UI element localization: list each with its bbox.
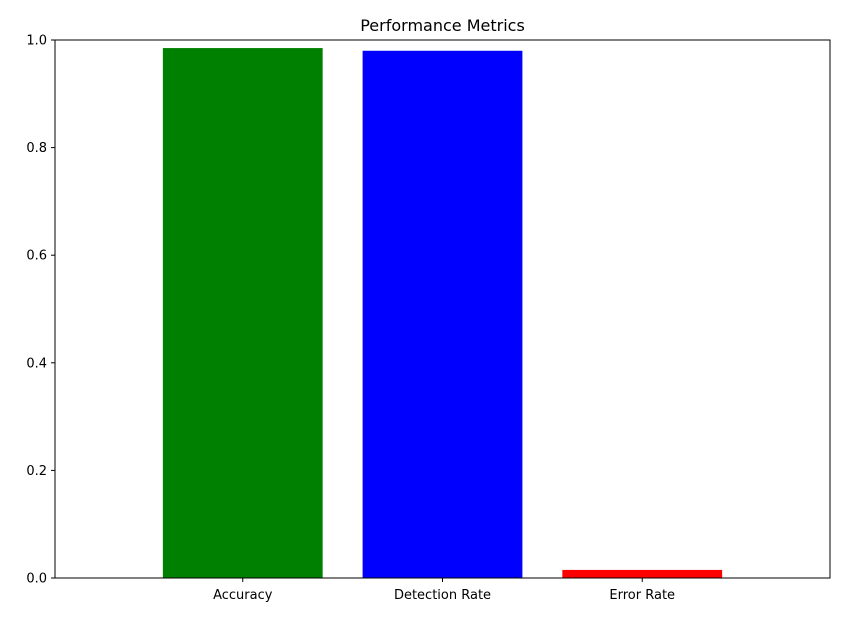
y-tick-label: 0.6 bbox=[26, 249, 47, 264]
bar-detection-rate bbox=[362, 50, 523, 578]
bar-error-rate bbox=[562, 569, 723, 578]
y-tick-label: 0.8 bbox=[26, 141, 47, 156]
chart-title: Performance Metrics bbox=[360, 16, 525, 35]
y-tick-label: 0.2 bbox=[26, 464, 47, 479]
y-tick-label: 1.0 bbox=[26, 34, 47, 49]
x-axis-ticks: Accuracy Detection Rate Error Rate bbox=[213, 578, 675, 603]
x-tick-label: Detection Rate bbox=[394, 588, 491, 603]
bars-group bbox=[162, 48, 723, 578]
y-axis-ticks: 0.0 0.2 0.4 0.6 0.8 1.0 bbox=[26, 34, 55, 587]
x-tick-label: Error Rate bbox=[609, 588, 675, 603]
bar-accuracy bbox=[162, 48, 323, 578]
y-tick-label: 0.4 bbox=[26, 356, 47, 371]
x-tick-label: Accuracy bbox=[213, 588, 273, 603]
y-tick-label: 0.0 bbox=[26, 572, 47, 587]
